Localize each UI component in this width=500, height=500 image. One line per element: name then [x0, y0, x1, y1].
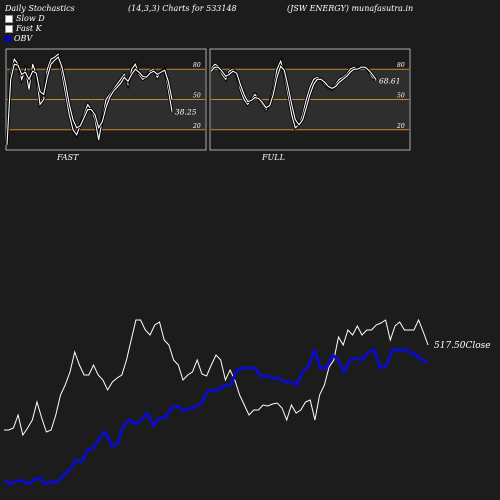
- fast-y-tick-80: 80: [193, 62, 201, 69]
- legend-swatch: [5, 35, 11, 42]
- chart-title-right: (JSW ENERGY) munafasutra.in: [287, 4, 414, 13]
- legend-label: Slow D: [16, 14, 45, 23]
- close-price-line: [4, 318, 429, 437]
- full-y-tick-80: 80: [397, 62, 405, 69]
- legend-swatch: [5, 14, 13, 23]
- fast-last-value-label: 38.25: [175, 108, 197, 117]
- fast-panel-title: FAST: [57, 153, 79, 162]
- full-y-tick-50: 50: [397, 93, 405, 100]
- chart-title-center: (14,3,3) Charts for 533148: [128, 4, 237, 13]
- chart-title-left: Daily Stochastics: [5, 4, 75, 13]
- fast-y-tick-20: 20: [192, 123, 201, 130]
- legend-item-slow-d: Slow D: [5, 14, 45, 23]
- full-panel-title: FULL: [262, 153, 285, 162]
- legend-item-fast-k: Fast K: [5, 24, 42, 33]
- full-series-line-1: [210, 65, 377, 126]
- full-last-value-label: 68.61: [379, 76, 400, 85]
- fast-y-tick-50: 50: [193, 93, 201, 100]
- obv-line: [3, 348, 429, 486]
- legend-item-obv: OBV: [5, 34, 32, 43]
- legend-label: OBV: [14, 34, 33, 43]
- legend-label: Fast K: [16, 24, 42, 33]
- legend-swatch: [5, 24, 13, 33]
- full-y-tick-20: 20: [396, 123, 405, 130]
- close-last-value-label: 517.50Close: [434, 341, 491, 351]
- fast-series-line-1: [6, 56, 173, 145]
